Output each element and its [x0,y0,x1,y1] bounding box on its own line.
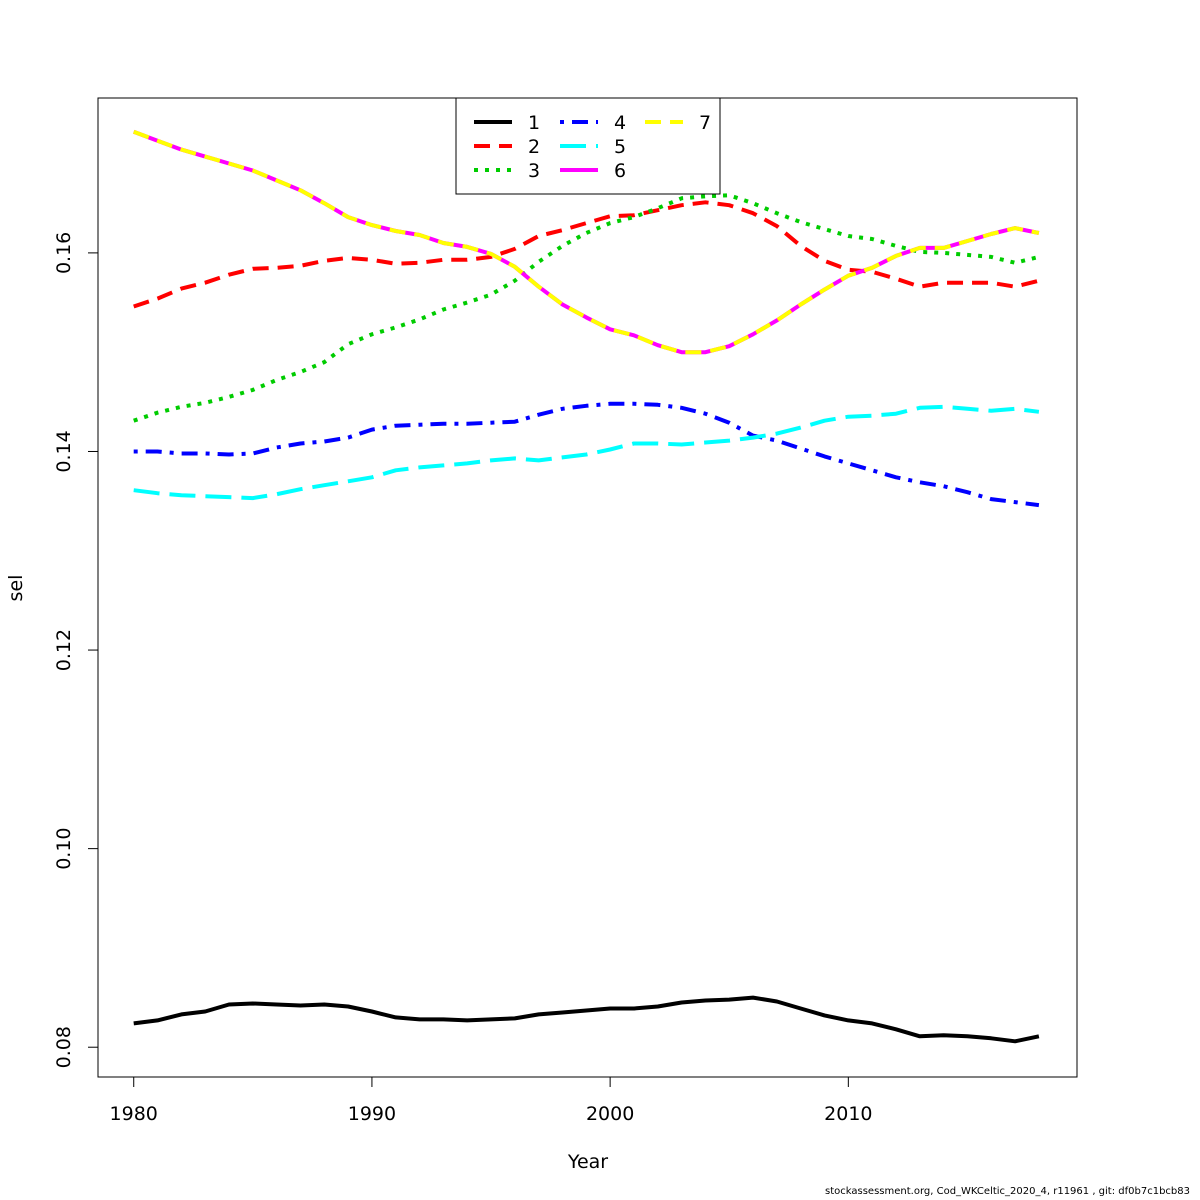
y-tick-label: 0.12 [53,629,75,671]
legend-label-4: 4 [614,112,626,134]
legend: 123 456 7 [455,97,721,195]
series-line-7 [132,129,1040,355]
legend-label-6: 6 [614,160,626,182]
series-line-3 [133,193,1040,423]
legend-box [455,97,721,195]
series-line-4 [133,401,1040,508]
series-line-1 [133,995,1040,1044]
plot-frame [97,97,1078,1078]
y-tick-label: 0.14 [53,430,75,472]
legend-label-5: 5 [614,136,626,158]
x-tick-label: 2010 [824,1103,872,1125]
legend-label-7: 7 [699,112,711,134]
y-axis-title: sel [5,575,27,602]
y-tick-label: 0.10 [53,827,75,869]
x-axis-title: Year [567,1151,608,1173]
legend-label-2: 2 [528,136,540,158]
x-tick-label: 1990 [348,1103,396,1125]
series-line-2 [133,200,1040,309]
x-tick-label: 1980 [110,1103,158,1125]
footer-credit: stockassessment.org, Cod_WKCeltic_2020_4… [825,1186,1190,1197]
y-tick-label: 0.16 [53,232,75,274]
legend-label-1: 1 [528,112,540,134]
legend-label-3: 3 [528,160,540,182]
y-tick-label: 0.08 [53,1026,75,1068]
series-line-5 [133,404,1040,501]
x-tick-label: 2000 [586,1103,634,1125]
